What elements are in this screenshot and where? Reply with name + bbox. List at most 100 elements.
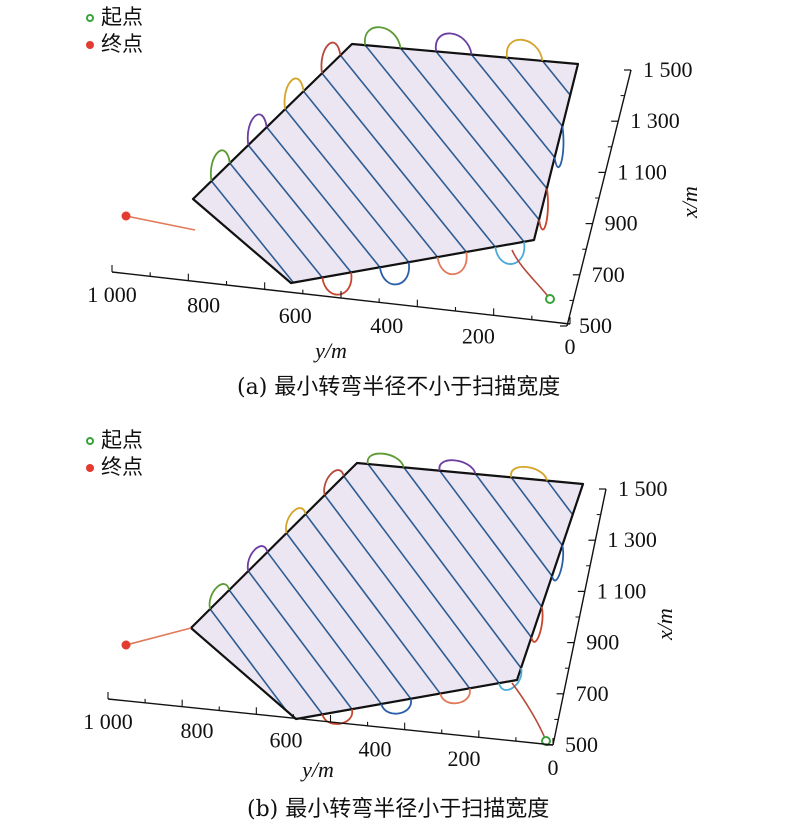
legend-end-label: 终点	[101, 32, 143, 56]
y-tick-label: 0	[548, 755, 559, 780]
sweep-line	[324, 494, 471, 689]
turn-path	[438, 459, 477, 475]
sweep-line	[247, 570, 353, 710]
sweep-line	[439, 470, 543, 608]
sweep-line	[546, 480, 574, 516]
x-tick-label: 1 500	[643, 57, 693, 82]
sweep-line	[321, 72, 467, 253]
legend-start-a: 起点	[86, 4, 143, 31]
trajectory-plot-a: 1 500 1 300 1 100 900 700 500 x/m 1 000 800 600 40…	[87, 26, 702, 363]
sweep-line	[339, 54, 496, 248]
sweep-line	[229, 162, 323, 278]
sweep-line	[470, 54, 556, 158]
legend-start-b: 起点	[86, 427, 143, 454]
sweep-line	[400, 47, 540, 221]
sweep-line	[367, 463, 522, 669]
start-marker	[545, 294, 555, 304]
end-marker-icon	[86, 463, 94, 472]
sweep-line	[247, 144, 352, 273]
sweep-line	[435, 50, 548, 190]
turn-path	[551, 545, 565, 582]
legend-start-label: 起点	[101, 5, 143, 29]
y-tick-label: 0	[565, 334, 576, 359]
turn-path	[436, 251, 468, 275]
turn-path	[498, 667, 523, 691]
sweep-line	[210, 180, 295, 284]
turn-path	[208, 583, 231, 610]
panel-a: 1 500 1 300 1 100 900 700 500 x/m 1 000 800 600 40…	[86, 4, 702, 400]
sweep-line	[302, 90, 439, 258]
y-tick-label: 600	[270, 727, 303, 752]
legend-start-label: 起点	[101, 428, 143, 452]
sweep-line	[403, 466, 532, 638]
start-marker-icon	[86, 436, 94, 445]
y-axis-title: y/m	[300, 757, 334, 782]
caption-a: (a) 最小转弯半径不小于扫描宽度	[237, 375, 561, 400]
sweep-line	[284, 108, 410, 263]
trajectory-plot-b: 1 500 1 300 1 100 900 700 500 x/m 1 000 800 600 40…	[83, 452, 677, 782]
sweep-line	[474, 473, 553, 577]
y-tick-label: 400	[370, 313, 403, 338]
turn-path	[553, 126, 565, 168]
sweep-line	[209, 608, 287, 712]
sweep-line	[304, 513, 441, 695]
turn-path	[364, 26, 402, 49]
y-tick-label: 200	[462, 324, 495, 349]
turn-path	[321, 272, 353, 296]
entry-path	[125, 215, 196, 231]
field-boundary	[191, 42, 580, 285]
sweep-line	[364, 44, 525, 243]
y-tick-label: 600	[279, 303, 312, 328]
x-tick-label: 500	[565, 732, 598, 757]
y-tick-label: 1 000	[83, 709, 133, 734]
turn-path	[367, 452, 405, 468]
legend-end-b: 终点	[86, 454, 143, 481]
y-tick-label: 800	[181, 718, 214, 743]
x-axis-title: x/m	[652, 608, 677, 641]
x-tick-label: 1 100	[617, 159, 667, 184]
turn-path	[435, 32, 473, 55]
x-tick-label: 1 500	[618, 476, 668, 501]
end-marker	[121, 640, 131, 650]
legend-b: 起点 终点	[86, 427, 143, 481]
y-tick-label: 1 000	[87, 282, 137, 307]
end-marker	[121, 211, 131, 221]
turn-path	[285, 507, 307, 534]
caption-b: (b) 最小转弯半径小于扫描宽度	[247, 797, 550, 822]
x-tick-label: 1 100	[597, 578, 647, 603]
turn-path	[246, 545, 269, 572]
y-tick-label: 800	[187, 292, 220, 317]
x-tick-label: 900	[605, 211, 638, 236]
sweep-line	[228, 589, 324, 715]
sweep-line	[506, 57, 564, 127]
legend-a: 起点 终点	[86, 4, 143, 58]
turn-path	[494, 241, 526, 265]
turn-path	[380, 698, 412, 715]
x-tick-label: 900	[586, 630, 619, 655]
sweep-line	[541, 60, 571, 96]
field-boundary	[189, 461, 585, 721]
turn-path	[538, 188, 549, 231]
panel-b: 1 500 1 300 1 100 900 700 500 x/m 1 000 800 600 40…	[0, 413, 800, 826]
field-area	[191, 463, 583, 719]
x-tick-label: 700	[576, 681, 609, 706]
sweep-line	[343, 475, 500, 684]
y-axis-title: y/m	[313, 338, 347, 363]
y-tick-label: 200	[448, 746, 481, 771]
end-marker-icon	[86, 40, 94, 49]
turn-path	[323, 469, 345, 496]
x-tick-label: 1 300	[630, 108, 680, 133]
turn-path	[379, 262, 410, 286]
turn-path	[246, 113, 268, 146]
sweep-line	[266, 126, 381, 268]
x-axis-title: x/m	[677, 186, 702, 219]
start-marker-icon	[86, 13, 94, 22]
x-tick-label: 500	[579, 313, 612, 338]
field-area	[193, 44, 578, 283]
entry-path	[125, 627, 192, 646]
legend-end-a: 终点	[86, 31, 143, 58]
x-tick-label: 700	[592, 262, 625, 287]
exit-path	[511, 249, 551, 300]
legend-end-label: 终点	[101, 455, 143, 479]
turn-path	[506, 38, 544, 62]
